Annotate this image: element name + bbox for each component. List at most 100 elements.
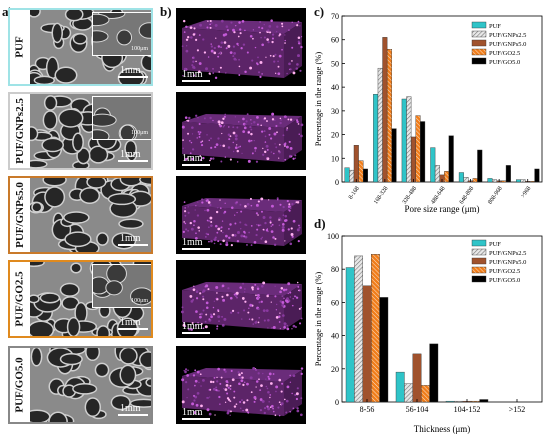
sem-sample-label: PUF <box>10 10 30 84</box>
x-tick-label: 168-328 <box>373 186 389 206</box>
panel-label-d: d) <box>314 216 326 231</box>
y-axis-label: Percentage in the range (%) <box>313 52 323 147</box>
legend-entry: PUF/GO5.0 <box>489 59 520 66</box>
bar <box>516 179 522 183</box>
y-tick-label: 40 <box>331 83 339 92</box>
legend-entry: PUF/GNPs2.5 <box>489 32 526 39</box>
scale-label: 1mm <box>120 403 141 414</box>
sem-panel: PUF/GO5.0 1mm <box>8 346 153 424</box>
legend-swatch <box>471 30 487 38</box>
y-tick-label: 20 <box>331 131 339 140</box>
y-axis-label: Percentage in the range (%) <box>313 272 323 367</box>
bar <box>412 353 422 403</box>
legend-swatch <box>471 248 487 256</box>
x-tick-label: 328-488 <box>402 186 418 206</box>
scale-bar <box>118 244 148 246</box>
panel-label-a: a) <box>2 4 13 19</box>
scale-bar <box>182 332 210 334</box>
scale-label: 1mm <box>120 317 141 328</box>
bar <box>492 179 498 183</box>
bar <box>458 172 464 183</box>
scale-bar <box>182 418 210 420</box>
plot-frame <box>341 235 543 403</box>
sem-sample-label: PUF/GO2.5 <box>10 262 30 336</box>
y-tick-label: 0 <box>335 178 339 187</box>
bar <box>379 297 389 403</box>
bar <box>479 399 489 403</box>
bar <box>429 343 439 403</box>
bar <box>344 167 350 183</box>
bar <box>395 371 405 403</box>
micro-ct-render: 1mm <box>176 8 306 86</box>
scale-bar <box>182 164 210 166</box>
x-tick-label: 808-968 <box>487 186 503 206</box>
pore-size-chart: 0 10 20 30 40 50 60 70 8-168 168-328 328-488 488-64… <box>313 12 543 214</box>
bar <box>520 179 526 183</box>
sem-inset-image: 100μm <box>92 96 151 140</box>
x-tick-label: 56-104 <box>406 405 429 414</box>
sem-micrograph: 1mm 100μm <box>30 94 151 168</box>
inset-scale-label: 100μm <box>131 298 148 304</box>
sample-name: PUF/GO5.0 <box>14 357 26 413</box>
sem-inset-image: 100μm <box>92 12 151 56</box>
legend-entry: PUF <box>489 23 501 30</box>
sem-panel: PUF/GNPs5.0 1mm <box>8 176 153 254</box>
bar <box>415 115 421 183</box>
legend-swatch <box>471 257 487 265</box>
sample-name: PUF/GNPs5.0 <box>14 182 27 248</box>
micro-ct-render: 1mm <box>176 346 306 424</box>
panel-label-b: b) <box>160 4 172 19</box>
bar <box>362 168 368 183</box>
bar <box>386 49 392 183</box>
y-tick-label: 60 <box>331 36 339 45</box>
micro-ct-render: 1mm <box>176 92 306 170</box>
scale-bar <box>118 160 148 162</box>
legend-swatch <box>471 266 487 274</box>
bar <box>463 177 469 183</box>
micro-ct-render: 1mm <box>176 260 306 338</box>
inset-scale-label: 100μm <box>131 130 148 136</box>
sem-sample-label: PUF/GNPs5.0 <box>10 178 30 252</box>
bar <box>358 160 364 183</box>
bar <box>354 255 364 403</box>
legend-swatch <box>471 21 487 29</box>
x-tick-label: >152 <box>509 405 526 414</box>
bar <box>529 181 535 183</box>
x-tick-label: 8-168 <box>348 186 361 201</box>
scale-label: 1mm <box>120 233 141 244</box>
bar <box>444 171 450 183</box>
bar <box>353 145 359 183</box>
scale-label: 1mm <box>120 65 141 76</box>
legend-swatch <box>471 39 487 47</box>
x-tick-label: 648-808 <box>459 186 475 206</box>
sample-name: PUF <box>14 36 27 58</box>
bar <box>454 400 463 403</box>
scale-label: 1mm <box>182 321 203 332</box>
scale-label: 1mm <box>182 407 203 418</box>
legend-entry: PUF/GO5.0 <box>489 277 520 284</box>
sample-name: PUF/GO2.5 <box>14 271 26 327</box>
scale-bar <box>182 248 210 250</box>
legend-entry: PUF/GNPs5.0 <box>489 41 526 48</box>
sem-sample-label: PUF/GO5.0 <box>10 348 30 422</box>
x-tick-label: 104-152 <box>454 405 481 414</box>
bar <box>534 168 540 183</box>
bar <box>382 37 388 183</box>
bar <box>470 400 480 403</box>
y-tick-label: 20 <box>331 365 339 374</box>
bar <box>345 267 355 403</box>
legend-swatch <box>471 239 487 247</box>
bar <box>362 285 372 403</box>
bar <box>472 178 478 183</box>
bar <box>445 400 455 403</box>
sem-panel: PUF/GNPs2.5 1mm 100μm <box>8 92 153 170</box>
legend-entry: PUF/GO2.5 <box>489 50 520 57</box>
scale-label: 1mm <box>182 69 203 80</box>
sample-name: PUF/GNPs2.5 <box>14 98 27 164</box>
bar <box>448 135 454 183</box>
x-axis-label: Thickness (μm) <box>414 424 471 434</box>
thickness-chart: 0 20 40 60 80 100 8-56 56-104 104-152 >152 Thickne… <box>313 232 543 434</box>
sem-micrograph: 1mm <box>30 348 151 422</box>
y-tick-label: 70 <box>331 12 339 21</box>
y-tick-label: 10 <box>331 154 339 163</box>
